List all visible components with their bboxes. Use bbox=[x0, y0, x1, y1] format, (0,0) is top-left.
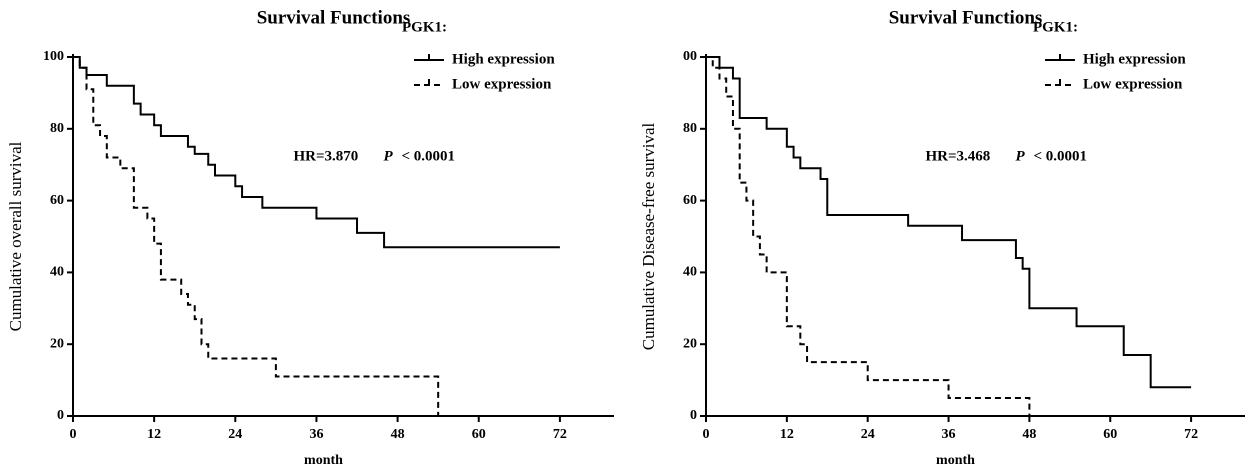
y-tick-label: 60 bbox=[50, 193, 64, 208]
survival-curve bbox=[706, 56, 1192, 389]
p-label: P bbox=[384, 148, 394, 164]
legend-title: PGK1: bbox=[402, 19, 447, 35]
survival-curve bbox=[73, 56, 560, 249]
chart-title: Survival Functions bbox=[889, 7, 1043, 28]
x-axis-label: month bbox=[304, 453, 343, 468]
y-tick-label: 80 bbox=[50, 121, 64, 136]
survival-curve bbox=[706, 56, 1031, 416]
p-value: < 0.0001 bbox=[402, 148, 456, 164]
legend-title: PGK1: bbox=[1033, 19, 1078, 35]
x-tick-label: 24 bbox=[861, 427, 875, 442]
legend-label: Low expression bbox=[1083, 76, 1183, 92]
x-tick-label: 0 bbox=[703, 427, 710, 442]
y-axis-label: Cumulative overall survival bbox=[6, 141, 25, 331]
x-tick-label: 48 bbox=[1022, 427, 1036, 442]
x-tick-label: 72 bbox=[553, 427, 567, 442]
y-tick-label: 60 bbox=[683, 193, 697, 208]
survival-curve bbox=[73, 56, 440, 416]
y-tick-label: 20 bbox=[683, 336, 697, 351]
p-value: < 0.0001 bbox=[1034, 148, 1088, 164]
hr-annotation: HR=3.870 bbox=[294, 148, 359, 164]
x-tick-label: 60 bbox=[472, 427, 486, 442]
chart: Survival Functions 0 20 40 60 80 100 0 12 24 36 48 6… bbox=[6, 7, 614, 468]
p-label: P bbox=[1016, 148, 1026, 164]
x-tick-label: 48 bbox=[391, 427, 405, 442]
y-tick-label: 40 bbox=[683, 265, 697, 280]
y-tick-label: 80 bbox=[683, 121, 697, 136]
y-tick-label: 100 bbox=[43, 49, 64, 64]
x-tick-label: 72 bbox=[1184, 427, 1198, 442]
x-tick-label: 36 bbox=[942, 427, 956, 442]
y-tick-label: 40 bbox=[50, 265, 64, 280]
y-axis-label: Cumulative Disease-free survival bbox=[639, 122, 658, 350]
legend-label: High expression bbox=[452, 51, 555, 67]
x-axis-label: month bbox=[936, 453, 975, 468]
y-tick-label: 00 bbox=[683, 49, 697, 64]
x-tick-label: 24 bbox=[228, 427, 242, 442]
legend-label: Low expression bbox=[452, 76, 552, 92]
chart-title: Survival Functions bbox=[257, 7, 411, 28]
x-tick-label: 60 bbox=[1103, 427, 1117, 442]
y-tick-label: 0 bbox=[690, 408, 697, 423]
x-tick-label: 12 bbox=[147, 427, 161, 442]
x-tick-label: 12 bbox=[780, 427, 794, 442]
x-tick-label: 36 bbox=[309, 427, 323, 442]
y-tick-label: 20 bbox=[50, 336, 64, 351]
legend-label: High expression bbox=[1083, 51, 1186, 67]
hr-annotation: HR=3.468 bbox=[926, 148, 991, 164]
x-tick-label: 0 bbox=[70, 427, 77, 442]
y-tick-label: 0 bbox=[57, 408, 64, 423]
